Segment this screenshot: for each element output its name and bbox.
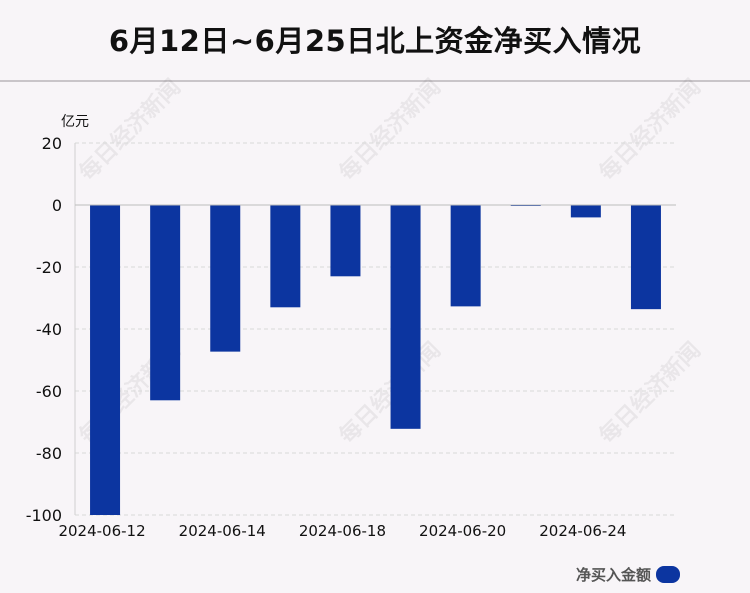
x-tick-label: 2024-06-12	[58, 522, 145, 540]
legend: 净买入金额	[576, 564, 681, 584]
bar-2024-06-19	[390, 205, 421, 429]
watermark: 每日经济新闻	[334, 337, 446, 449]
y-tick-label: -60	[36, 382, 62, 401]
title-divider	[0, 80, 750, 82]
watermark: 每日经济新闻	[594, 337, 706, 449]
y-unit-label: 亿元	[61, 114, 89, 130]
x-tick-label: 2024-06-18	[299, 522, 386, 540]
y-tick-label: -80	[36, 444, 62, 463]
y-tick-label: -40	[36, 320, 62, 339]
bar-2024-06-24	[570, 205, 601, 218]
y-tick-label: 20	[42, 134, 62, 153]
legend-swatch	[656, 565, 681, 583]
bar-2024-06-17	[270, 205, 301, 308]
x-tick-label: 2024-06-24	[539, 522, 626, 540]
legend-label: 净买入金额	[576, 565, 652, 584]
chart-title: 6月12日~6月25日北上资金净买入情况	[108, 24, 642, 58]
bar-2024-06-13	[150, 205, 181, 401]
watermark: 每日经济新闻	[74, 74, 186, 186]
bar-2024-06-18	[330, 205, 361, 277]
bar-2024-06-12	[90, 205, 121, 515]
y-tick-label: -20	[36, 258, 62, 277]
bar-2024-06-14	[210, 205, 241, 352]
watermark: 每日经济新闻	[334, 74, 446, 186]
bar-2024-06-25	[630, 205, 661, 310]
x-tick-label: 2024-06-20	[419, 522, 506, 540]
y-tick-label: -100	[26, 506, 62, 525]
bar-2024-06-20	[450, 205, 481, 307]
x-tick-label: 2024-06-14	[179, 522, 266, 540]
y-tick-label: 0	[52, 196, 62, 215]
watermark: 每日经济新闻	[594, 74, 706, 186]
